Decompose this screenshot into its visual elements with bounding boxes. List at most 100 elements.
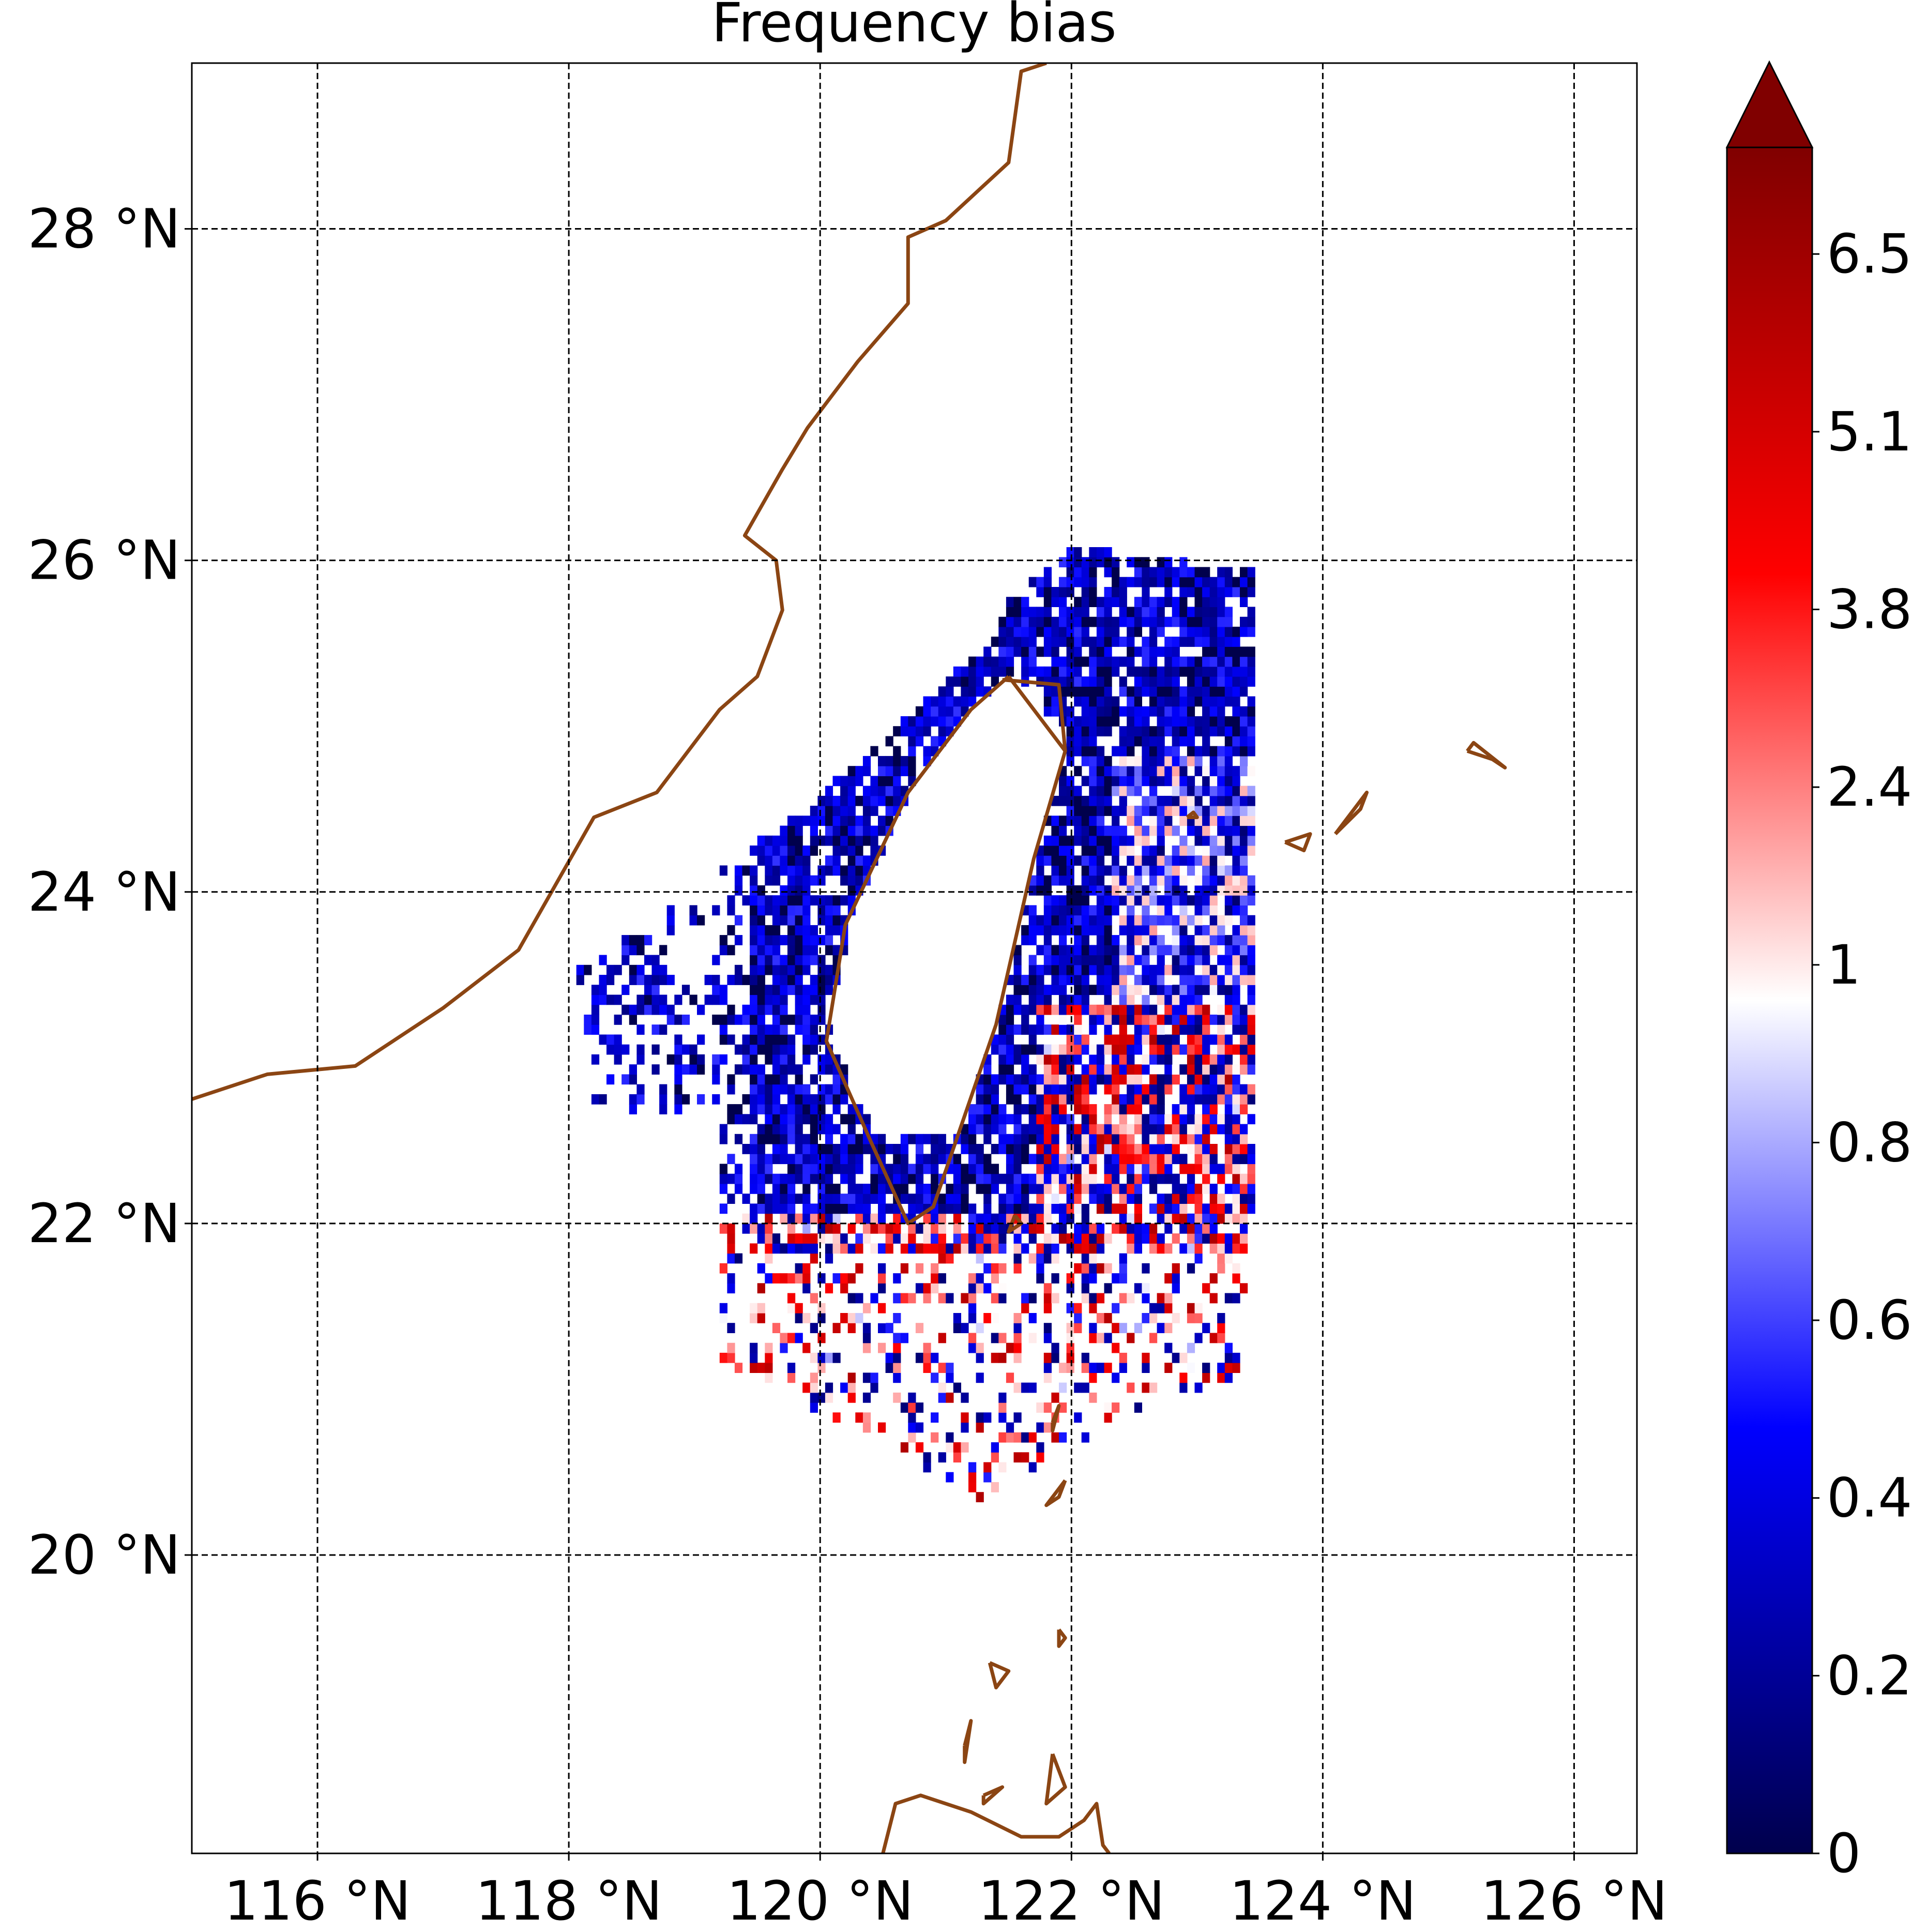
heatmap-cell [1217, 1203, 1225, 1214]
heatmap-cell [840, 1194, 848, 1204]
heatmap-cell [1119, 985, 1127, 995]
heatmap-cell [983, 1154, 992, 1165]
heatmap-cell [591, 1024, 600, 1035]
heatmap-cell [1240, 846, 1248, 856]
heatmap-cell [908, 766, 916, 776]
heatmap-cell [1157, 875, 1165, 886]
heatmap-cell [961, 1194, 969, 1204]
heatmap-cell [1142, 855, 1150, 866]
heatmap-cell [1172, 875, 1180, 886]
heatmap-cell [689, 915, 697, 926]
heatmap-cell [599, 1034, 607, 1045]
heatmap-cell [795, 1164, 803, 1174]
heatmap-cell [825, 895, 833, 905]
heatmap-cell [825, 806, 833, 816]
heatmap-cell [1194, 587, 1203, 597]
heatmap-cell [1104, 656, 1112, 667]
heatmap-cell [1179, 1124, 1188, 1135]
heatmap-cell [802, 1223, 811, 1234]
heatmap-cell [998, 1462, 1007, 1473]
heatmap-cell [1119, 766, 1127, 776]
heatmap-cell [1104, 895, 1112, 905]
heatmap-cell [976, 1323, 984, 1333]
heatmap-cell [1232, 865, 1240, 876]
heatmap-cell [817, 865, 826, 876]
heatmap-cell [1187, 1194, 1195, 1204]
heatmap-cell [1081, 1233, 1089, 1244]
heatmap-cell [840, 1173, 848, 1184]
heatmap-cell [1096, 1064, 1105, 1075]
heatmap-cell [855, 1233, 863, 1244]
heatmap-cell [968, 1233, 977, 1244]
heatmap-cell [1164, 766, 1173, 776]
heatmap-cell [757, 905, 765, 916]
heatmap-cell [1006, 1084, 1014, 1095]
heatmap-cell [1202, 1124, 1210, 1135]
heatmap-cell [908, 756, 916, 766]
heatmap-cell [893, 766, 901, 776]
heatmap-cell [1096, 945, 1105, 956]
heatmap-cell [1217, 1213, 1225, 1224]
heatmap-cell [1157, 577, 1165, 587]
heatmap-cell [847, 1243, 856, 1254]
heatmap-cell [968, 686, 977, 697]
x-tick-label: 120 °N [727, 1869, 914, 1932]
heatmap-cell [976, 666, 984, 677]
heatmap-cell [1104, 607, 1112, 617]
heatmap-cell [1127, 885, 1135, 896]
heatmap-cell [1224, 985, 1233, 995]
heatmap-cell [704, 975, 712, 985]
heatmap-cell [765, 895, 773, 905]
heatmap-cell [765, 1213, 773, 1224]
heatmap-cell [810, 985, 818, 995]
heatmap-cell [1224, 1004, 1233, 1015]
heatmap-cell [1164, 756, 1173, 766]
heatmap-cell [832, 945, 841, 956]
heatmap-cell [727, 1283, 735, 1294]
heatmap-cell [1247, 816, 1255, 826]
heatmap-cell [787, 1064, 796, 1075]
heatmap-cell [946, 1363, 954, 1373]
heatmap-cell [1209, 1124, 1218, 1135]
heatmap-cell [1013, 1154, 1022, 1165]
heatmap-cell [931, 1223, 939, 1234]
heatmap-cell [1127, 756, 1135, 766]
heatmap-cell [1021, 1452, 1029, 1463]
heatmap-cell [1104, 1173, 1112, 1184]
heatmap-cell [825, 786, 833, 796]
heatmap-cell [795, 1015, 803, 1025]
heatmap-cell [1127, 1144, 1135, 1154]
heatmap-cell [1217, 835, 1225, 846]
heatmap-cell [817, 806, 826, 816]
heatmap-cell [1051, 1392, 1059, 1403]
heatmap-cell [817, 1064, 826, 1075]
heatmap-cell [1224, 1293, 1233, 1304]
heatmap-cell [780, 964, 788, 975]
heatmap-cell [998, 1173, 1007, 1184]
heatmap-cell [1157, 1194, 1165, 1204]
heatmap-cell [1157, 766, 1165, 776]
heatmap-cell [1224, 1114, 1233, 1125]
heatmap-cell [1036, 646, 1044, 657]
heatmap-cell [1051, 865, 1059, 876]
heatmap-cell [719, 1024, 727, 1035]
heatmap-cell [750, 1342, 758, 1353]
heatmap-cell [1028, 1432, 1037, 1443]
heatmap-cell [998, 1233, 1007, 1244]
heatmap-cell [1081, 885, 1089, 896]
heatmap-cell [780, 1203, 788, 1214]
heatmap-cell [817, 1203, 826, 1214]
heatmap-cell [825, 1213, 833, 1224]
heatmap-cell [1224, 1015, 1233, 1025]
heatmap-cell [1134, 955, 1142, 965]
heatmap-cell [915, 1442, 924, 1453]
heatmap-cell [1096, 1044, 1105, 1055]
heatmap-cell [1112, 577, 1120, 587]
heatmap-cell [1240, 1064, 1248, 1075]
heatmap-cell [1194, 1074, 1203, 1085]
heatmap-cell [1036, 626, 1044, 637]
heatmap-cell [1134, 577, 1142, 587]
heatmap-cell [1217, 587, 1225, 597]
heatmap-cell [1240, 756, 1248, 766]
heatmap-cell [1157, 567, 1165, 578]
